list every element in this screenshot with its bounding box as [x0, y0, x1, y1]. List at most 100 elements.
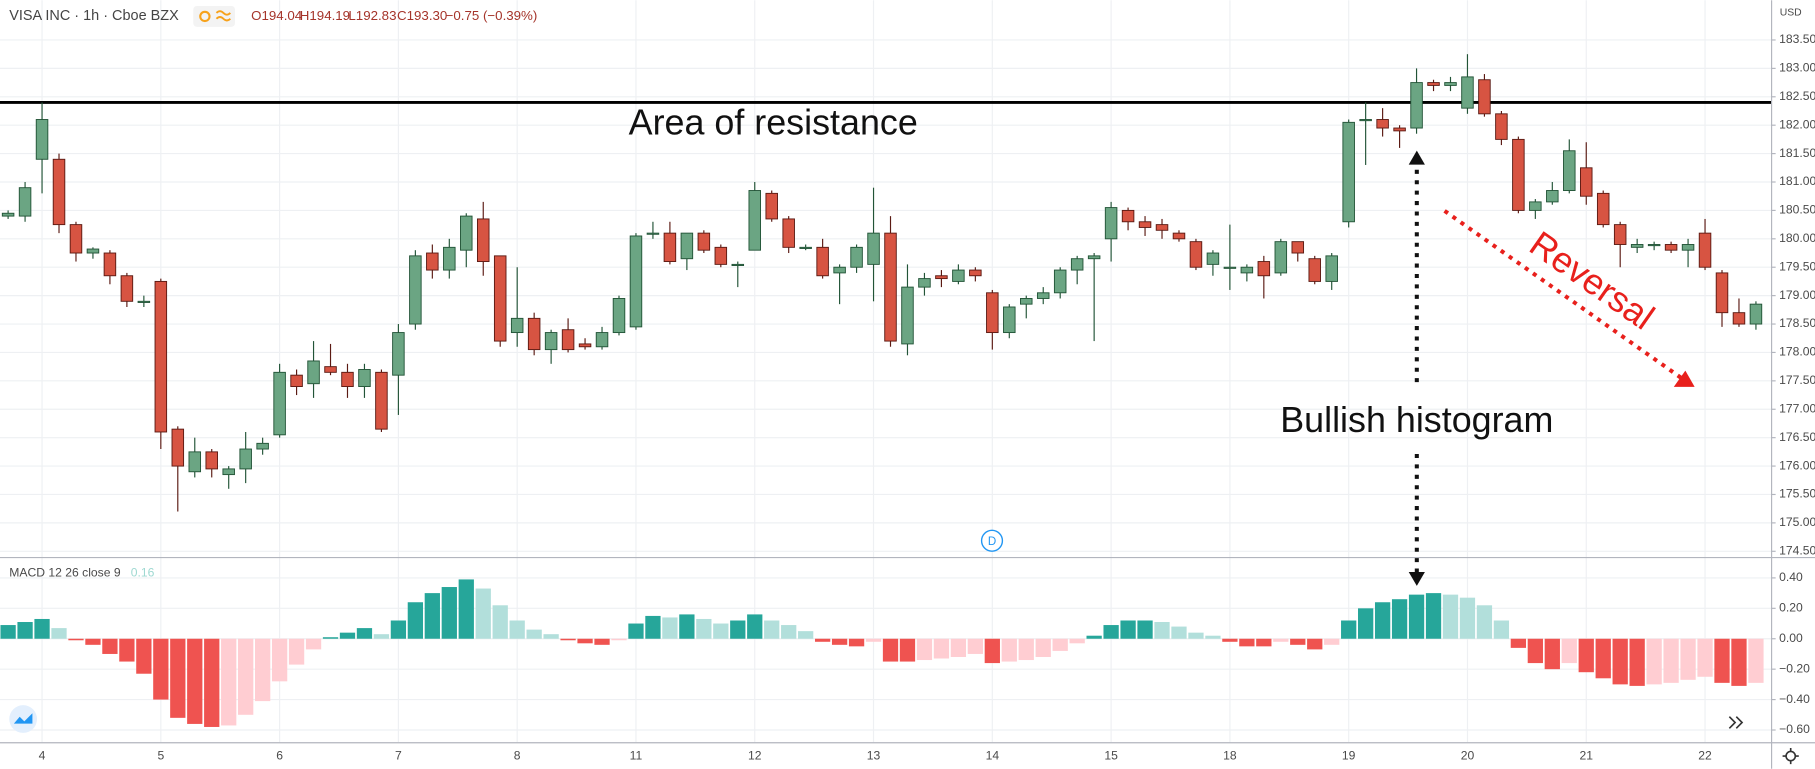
- candle-body: [1342, 121, 1355, 223]
- scroll-button[interactable]: [1728, 716, 1744, 729]
- y-tick-label: 178.50: [1779, 316, 1815, 330]
- candle-body: [1053, 269, 1067, 294]
- candle-body: [1087, 255, 1101, 260]
- histogram-bar: [136, 638, 152, 674]
- candle-body: [646, 232, 660, 235]
- candle-body: [663, 232, 677, 263]
- candle-body: [816, 246, 829, 277]
- candle-body: [1003, 306, 1016, 334]
- candle-body: [18, 187, 32, 217]
- histogram-bar: [1273, 638, 1289, 642]
- histogram-bar: [1680, 638, 1696, 680]
- x-tick-label: 11: [630, 748, 643, 762]
- histogram-bar: [1052, 638, 1068, 651]
- candle-body: [1240, 266, 1254, 274]
- y-tick-label: 176.50: [1779, 430, 1815, 444]
- histogram-bar: [933, 638, 950, 659]
- candle-body: [460, 215, 473, 251]
- candle-body: [1681, 244, 1695, 251]
- candle-body: [426, 252, 439, 271]
- candle-body: [341, 371, 354, 387]
- histogram-bar: [34, 618, 50, 639]
- candle-body: [307, 360, 320, 385]
- logo[interactable]: [9, 705, 38, 733]
- ohlc-high: H194.19: [300, 8, 350, 23]
- histogram-bar: [1035, 638, 1051, 657]
- histogram-bar: [170, 638, 186, 718]
- histogram-bar: [696, 618, 712, 639]
- candle-body: [222, 468, 235, 476]
- candle-body: [1410, 82, 1423, 129]
- logo-mark: [13, 713, 33, 724]
- histogram-bar: [390, 620, 407, 639]
- candle-body: [1613, 224, 1627, 245]
- candle-body: [697, 232, 711, 251]
- candle-body: [52, 158, 66, 226]
- candle-body: [86, 248, 100, 254]
- candle-body: [358, 369, 371, 387]
- candle-body: [1172, 232, 1186, 240]
- histogram-bar: [221, 638, 237, 726]
- histogram-bar: [899, 638, 916, 662]
- histogram-bar: [628, 623, 644, 639]
- y-tick-label: 180.50: [1779, 203, 1815, 217]
- histogram-bar: [51, 628, 67, 639]
- histogram-bar: [1697, 638, 1713, 677]
- histogram-bar: [458, 579, 474, 639]
- histogram-bar: [679, 614, 695, 639]
- histogram-bar: [85, 638, 101, 645]
- annotation: Bullish histogram: [1280, 400, 1553, 440]
- y-tick-label: 183.00: [1779, 61, 1815, 75]
- candle-body: [409, 255, 422, 325]
- candle-body: [1, 212, 15, 217]
- x-tick-label: 5: [157, 748, 164, 762]
- candle-body: [867, 232, 880, 265]
- histogram-bar: [645, 615, 661, 639]
- candle-body: [256, 442, 269, 450]
- candle-body: [375, 371, 388, 430]
- candle-body: [1664, 244, 1678, 251]
- histogram-bar: [543, 634, 559, 639]
- x-tick-label: 13: [867, 748, 881, 762]
- candle-body: [1359, 119, 1372, 122]
- y-tick-label: 177.00: [1779, 401, 1815, 415]
- histogram-bar: [1137, 620, 1153, 639]
- candle-body: [1444, 82, 1457, 86]
- histogram-bar: [950, 638, 967, 657]
- candle-body: [443, 246, 456, 271]
- candle-body: [1579, 167, 1593, 197]
- x-tick-label: 7: [395, 748, 402, 762]
- x-tick-label: 20: [1461, 748, 1475, 762]
- ohlc-change: −0.75 (−0.39%): [446, 8, 538, 23]
- histogram-bar: [356, 628, 373, 639]
- histogram-bar: [865, 638, 882, 642]
- histogram-bar: [1374, 602, 1391, 639]
- candle-body: [748, 190, 762, 251]
- x-tick-label: 19: [1342, 748, 1356, 762]
- histogram-bar: [1222, 638, 1238, 642]
- histogram-bar: [322, 637, 339, 639]
- candle-body: [799, 246, 812, 249]
- ohlc-low: L192.83: [348, 8, 396, 23]
- candle-body: [561, 329, 575, 351]
- y-tick-label: 180.00: [1779, 231, 1815, 245]
- histogram-bar: [1001, 638, 1017, 662]
- candle-body: [1325, 255, 1338, 282]
- histogram-bar: [1646, 638, 1662, 685]
- histogram-bar: [831, 638, 848, 645]
- histogram-bar: [1442, 594, 1459, 639]
- candle-body: [714, 246, 728, 265]
- candle-body: [205, 451, 218, 470]
- candle-body: [1529, 201, 1542, 211]
- y-tick-label: 176.00: [1779, 458, 1815, 472]
- candle-body: [782, 218, 795, 248]
- candle-body: [1647, 244, 1661, 247]
- candle-body: [273, 371, 286, 436]
- candle-body: [171, 428, 185, 467]
- histogram-bar: [1748, 638, 1764, 683]
- event-marker[interactable]: [980, 529, 1004, 552]
- candle-body: [1020, 298, 1033, 305]
- candle-body: [1036, 292, 1050, 299]
